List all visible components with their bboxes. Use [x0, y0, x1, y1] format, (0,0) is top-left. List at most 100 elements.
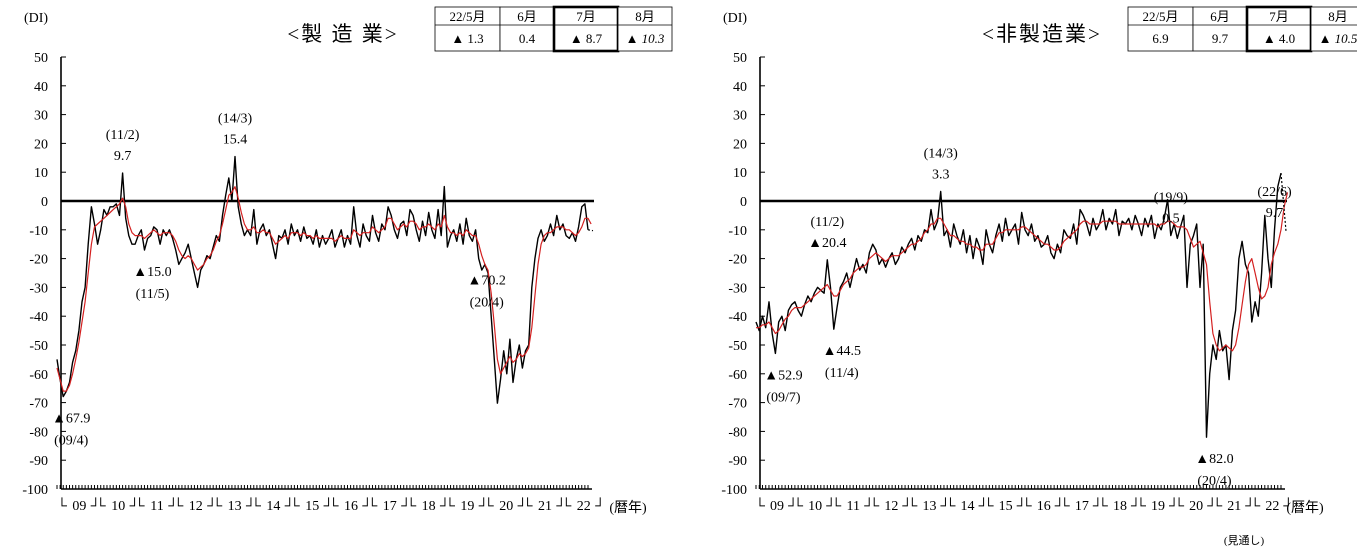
year-label: 15 — [999, 499, 1013, 514]
y-tick-label: -100 — [721, 483, 747, 498]
x-unit-label: (暦年) — [609, 500, 647, 516]
year-label: 20 — [1189, 499, 1203, 514]
y-tick-label: -50 — [728, 339, 747, 354]
y-tick-label: 30 — [733, 109, 747, 124]
year-bracket-left: └ — [329, 497, 339, 514]
annotation-value: ▲82.0 — [1195, 452, 1233, 467]
table-header-cell: 8月 — [1328, 9, 1348, 24]
year-bracket-left: └ — [831, 497, 841, 514]
annotation-date: (11/2) — [106, 128, 140, 143]
annotation-value: ▲15.0 — [133, 265, 171, 280]
table-header-cell: 8月 — [635, 9, 655, 24]
year-label: 16 — [344, 499, 358, 514]
table-header-cell: 6月 — [517, 9, 537, 24]
y-tick-label: 40 — [733, 80, 747, 95]
year-bracket-left: └ — [1212, 497, 1222, 514]
year-label: 09 — [770, 499, 784, 514]
y-tick-label: 30 — [34, 109, 48, 124]
y-tick-label: 0 — [41, 195, 48, 210]
year-bracket-left: └ — [561, 497, 571, 514]
year-bracket-left: └ — [135, 497, 145, 514]
y-unit-label: (DI) — [723, 11, 747, 26]
year-bracket-left: └ — [212, 497, 222, 514]
annotation-value: 9.7 — [114, 149, 132, 164]
y-tick-label: -10 — [728, 224, 747, 239]
annotation-date: (11/2) — [810, 215, 844, 230]
year-bracket-left: └ — [793, 497, 803, 514]
year-bracket-left: └ — [1022, 497, 1032, 514]
year-label: 11 — [150, 499, 163, 514]
annotation-date: (09/7) — [766, 390, 801, 405]
y-tick-label: -80 — [728, 425, 747, 440]
y-tick-label: -10 — [29, 224, 48, 239]
y-tick-label: -30 — [728, 281, 747, 296]
year-label: 13 — [922, 499, 936, 514]
year-label: 10 — [808, 499, 822, 514]
year-label: 20 — [499, 499, 513, 514]
annotation-date: (09/4) — [54, 434, 89, 449]
year-label: 16 — [1037, 499, 1051, 514]
annotation-value: 3.3 — [932, 167, 950, 182]
year-bracket-left: └ — [251, 497, 261, 514]
annotation-value: ▲44.5 — [823, 344, 861, 359]
year-bracket-left: └ — [367, 497, 377, 514]
year-label: 17 — [383, 499, 397, 514]
year-label: 21 — [538, 499, 552, 514]
y-tick-label: 50 — [34, 51, 48, 66]
year-label: 14 — [266, 499, 280, 514]
table-header-cell: 7月 — [1269, 9, 1289, 24]
table-value-cell: ▲ 10.3 — [626, 31, 665, 46]
year-bracket-left: └ — [523, 497, 533, 514]
year-bracket-left: └ — [290, 497, 300, 514]
year-bracket-left: └ — [1060, 497, 1070, 514]
table-header-cell: 7月 — [576, 9, 596, 24]
y-tick-label: -30 — [29, 281, 48, 296]
year-bracket-left: └ — [1250, 497, 1260, 514]
y-tick-label: -70 — [728, 397, 747, 412]
table-header-cell: 22/5月 — [1142, 9, 1178, 24]
table-value-cell: ▲ 4.0 — [1263, 31, 1295, 46]
y-unit-label: (DI) — [24, 11, 48, 26]
year-label: 09 — [72, 499, 86, 514]
year-bracket-left: └ — [1098, 497, 1108, 514]
annotation-value: ▲20.4 — [808, 236, 846, 251]
year-bracket-left: └ — [946, 497, 956, 514]
y-tick-label: -90 — [728, 454, 747, 469]
year-bracket-left: └ — [984, 497, 994, 514]
year-bracket-left: └ — [96, 497, 106, 514]
annotation-date: (19/9) — [1154, 191, 1189, 206]
y-tick-label: -20 — [728, 253, 747, 268]
year-bracket-right: ┘ — [594, 497, 605, 514]
year-label: 10 — [111, 499, 125, 514]
y-tick-label: -60 — [728, 368, 747, 383]
annotation-date: (14/3) — [924, 146, 959, 161]
year-label: 13 — [228, 499, 242, 514]
chart-title: <非製造業> — [982, 22, 1102, 46]
year-label: 18 — [1113, 499, 1127, 514]
table-value-cell: 6.9 — [1152, 31, 1168, 46]
series-line-monthly — [756, 173, 1281, 437]
year-bracket-left: └ — [57, 497, 67, 514]
forecast-line — [588, 230, 593, 231]
y-tick-label: 0 — [740, 195, 747, 210]
y-tick-label: -90 — [29, 454, 48, 469]
year-bracket-left: └ — [173, 497, 183, 514]
year-bracket-right: ┘ — [1282, 497, 1293, 514]
year-bracket-left: └ — [907, 497, 917, 514]
year-label: 18 — [422, 499, 436, 514]
annotation-value: 15.4 — [223, 133, 248, 148]
year-label: 19 — [1151, 499, 1165, 514]
annotation-date: (11/4) — [825, 366, 859, 381]
annotation-value: ▲52.9 — [764, 368, 802, 383]
table-value-cell: ▲ 1.3 — [451, 31, 483, 46]
annotation-value: 9.7 — [1266, 206, 1284, 221]
y-tick-label: -20 — [29, 253, 48, 268]
annotation-date: (20/4) — [470, 296, 505, 311]
y-tick-label: 50 — [733, 51, 747, 66]
year-label: 14 — [961, 499, 975, 514]
y-tick-label: -50 — [29, 339, 48, 354]
table-header-cell: 6月 — [1210, 9, 1230, 24]
year-label: 17 — [1075, 499, 1089, 514]
table-value-cell: 0.4 — [519, 31, 536, 46]
